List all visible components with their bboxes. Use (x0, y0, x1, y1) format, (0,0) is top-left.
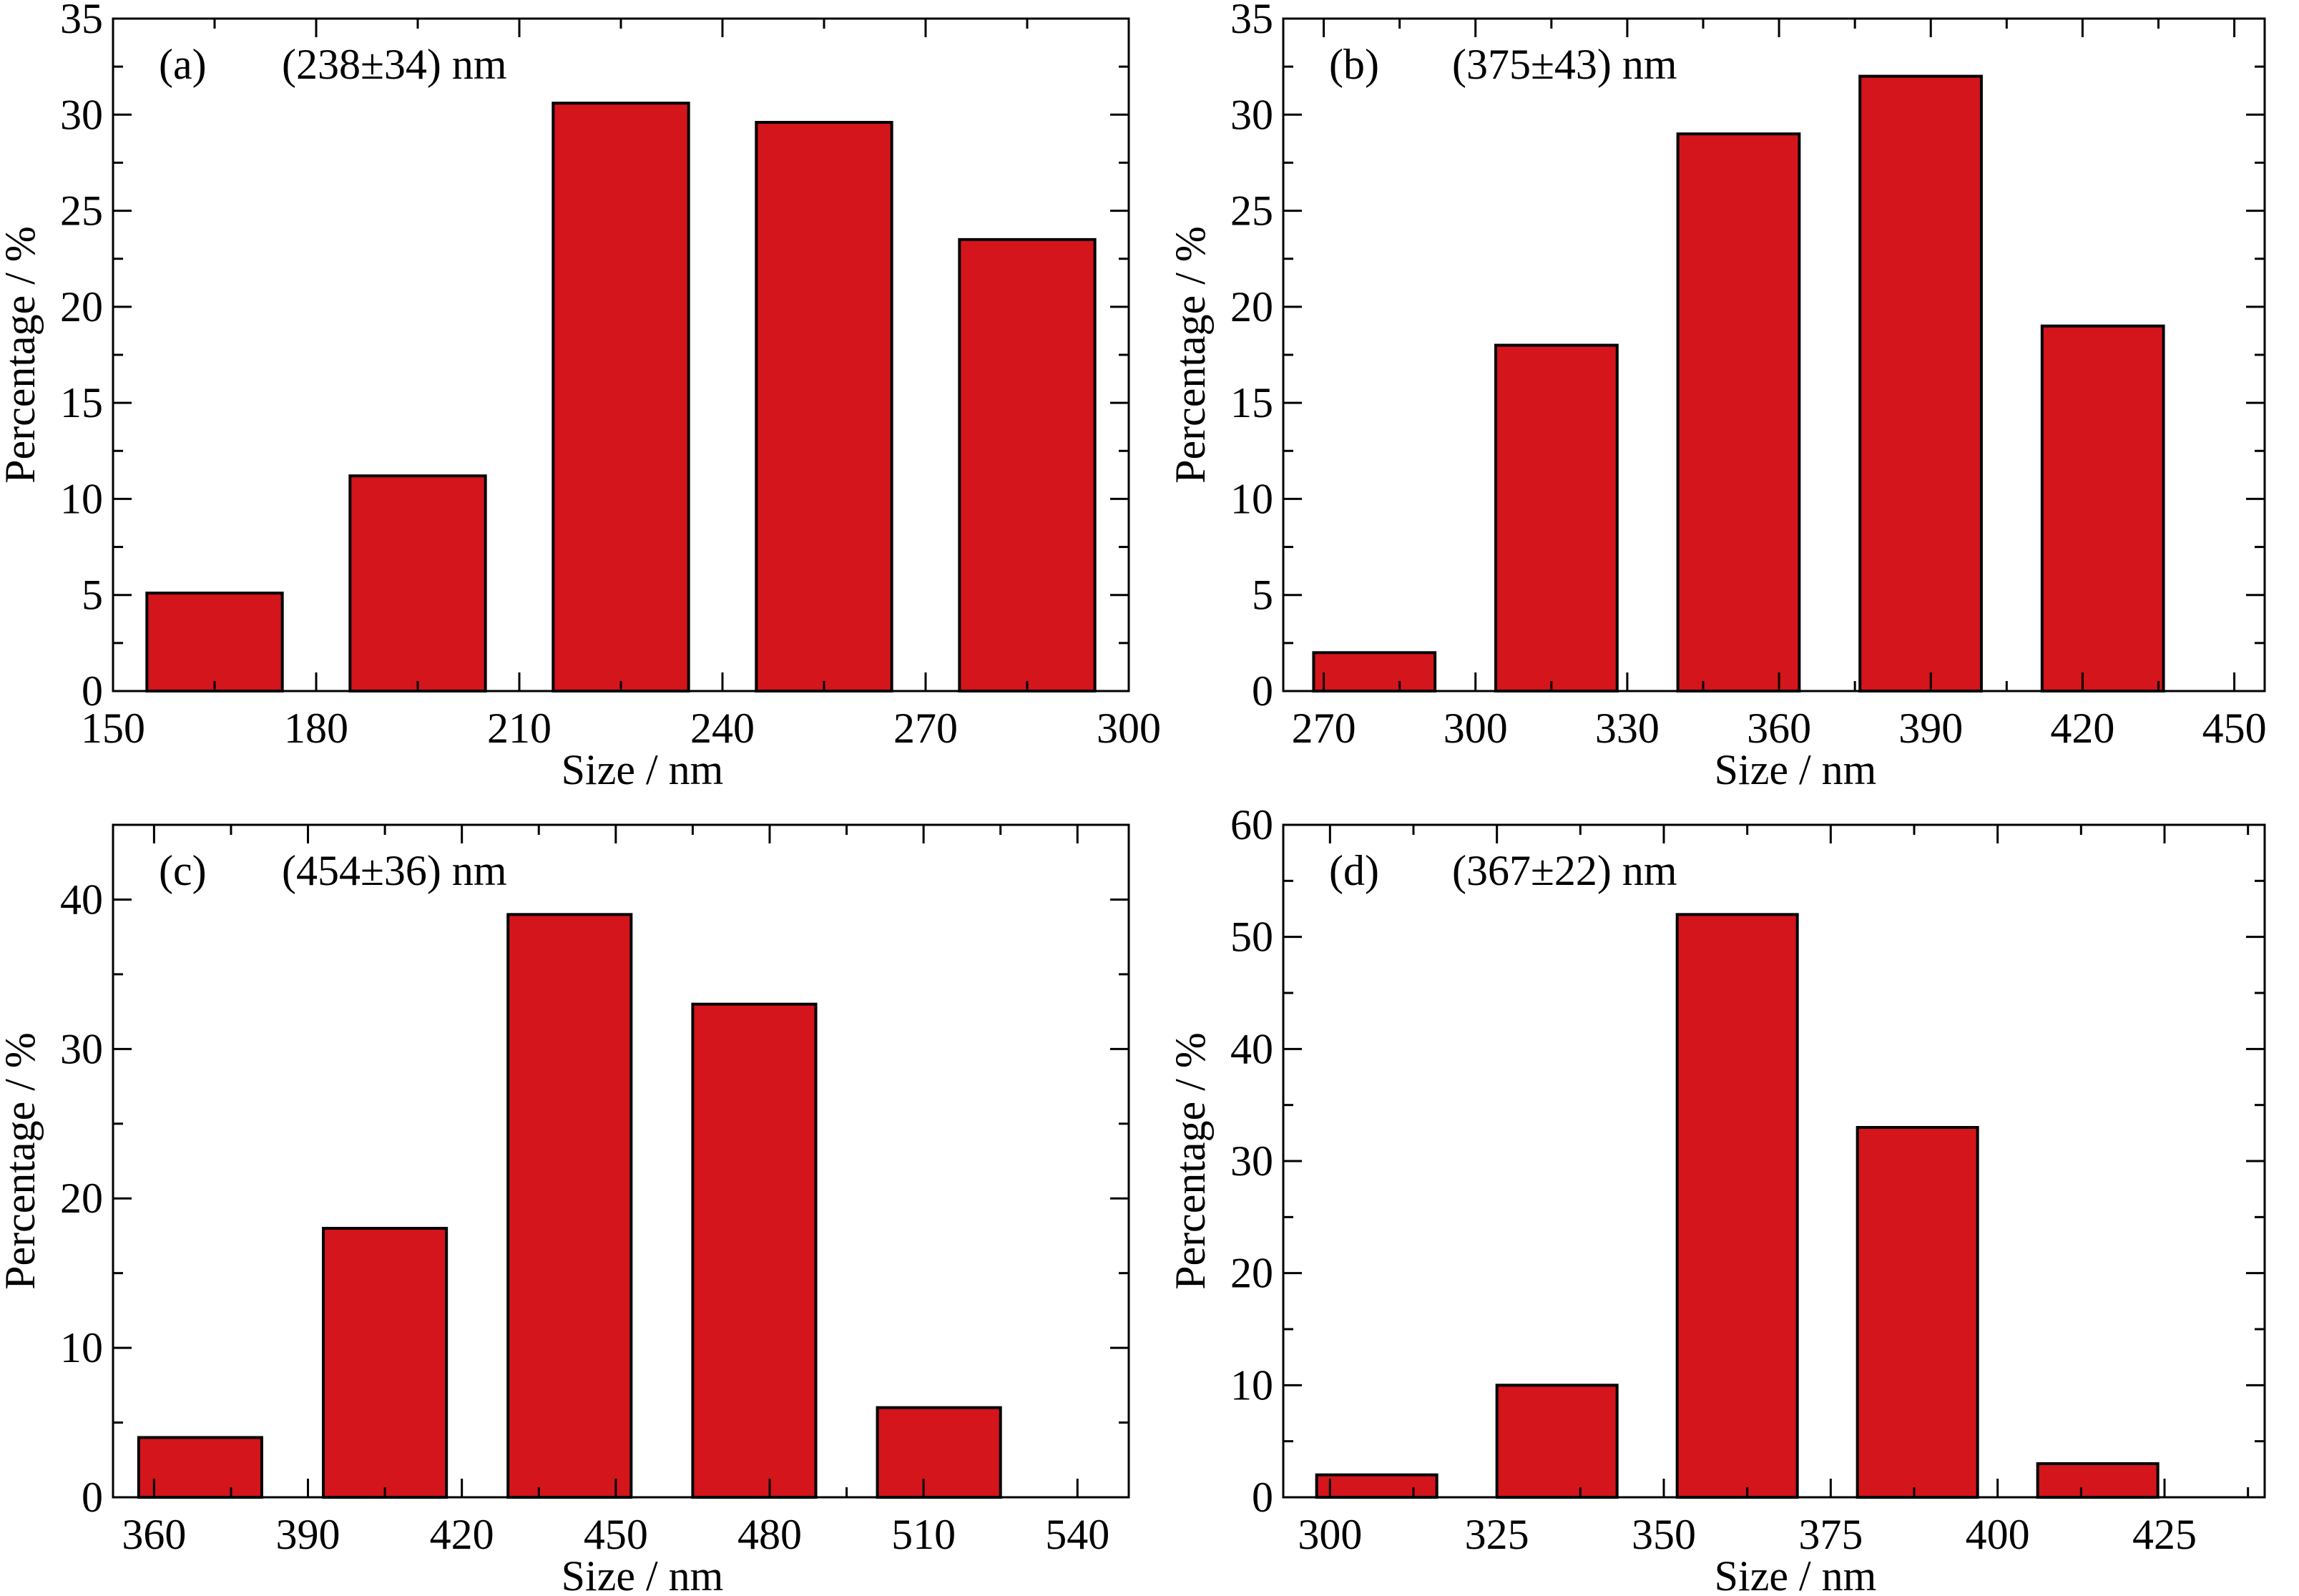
histogram-bar (876, 1406, 1002, 1499)
y-tick-label: 20 (60, 283, 103, 331)
x-axis-title: Size / nm (1715, 1552, 1877, 1596)
mean-size-annotation: (375±43) nm (1452, 41, 1677, 88)
y-tick-label: 0 (1252, 667, 1273, 715)
x-tick-label: 330 (1595, 705, 1660, 752)
y-tick-label: 30 (1230, 1137, 1273, 1185)
y-tick-label: 40 (1230, 1025, 1273, 1072)
panel-label: (d) (1329, 847, 1379, 894)
x-tick-label: 270 (893, 705, 958, 752)
x-tick-label: 180 (284, 705, 348, 752)
panel-label: (a) (159, 41, 207, 88)
x-tick-label: 400 (1966, 1511, 2030, 1558)
y-tick-label: 30 (60, 91, 103, 138)
histogram-bar (1312, 651, 1437, 692)
histogram-bar (691, 1002, 818, 1499)
x-tick-label: 300 (1097, 705, 1161, 752)
y-tick-label: 15 (1230, 379, 1273, 426)
histogram-bar (1856, 1126, 1979, 1499)
mean-size-annotation: (238±34) nm (282, 41, 507, 88)
y-tick-label: 0 (82, 667, 103, 715)
y-tick-label: 50 (1230, 914, 1273, 961)
histogram-bar (145, 592, 284, 692)
y-tick-label: 35 (1230, 0, 1273, 42)
y-tick-label: 5 (1252, 572, 1273, 619)
histogram-bar (2040, 324, 2165, 692)
histogram-bar (755, 121, 893, 692)
y-axis-title: Percentage / % (0, 226, 44, 484)
x-axis-title: Size / nm (562, 1552, 724, 1596)
histogram-panel: 0 10 20 30 40 360 390 420 450 480 510 540 Size / nm P… (0, 823, 1130, 1596)
y-axis-title: Percentage / % (1167, 1032, 1214, 1290)
x-axis-title: Size / nm (1715, 746, 1877, 793)
histogram-bar (322, 1227, 448, 1499)
y-axis-title: Percentage / % (0, 1032, 44, 1290)
histogram-panel: 0 5 10 15 20 25 30 35 270 300 330 360 390 420 450 Size … (1167, 0, 2267, 793)
y-tick-label: 30 (60, 1025, 103, 1072)
y-tick-label: 20 (1230, 283, 1273, 331)
x-tick-label: 390 (276, 1511, 340, 1558)
y-tick-label: 5 (82, 572, 103, 619)
y-axis-title: Percentage / % (1167, 226, 1214, 484)
y-tick-label: 35 (60, 0, 103, 42)
x-tick-label: 350 (1632, 1511, 1696, 1558)
x-tick-label: 300 (1443, 705, 1508, 752)
y-tick-label: 15 (60, 379, 103, 426)
x-axis-title: Size / nm (562, 746, 724, 793)
x-tick-label: 450 (2202, 705, 2267, 752)
histogram-bar (1494, 343, 1619, 692)
y-tick-label: 30 (1230, 91, 1273, 138)
x-tick-label: 270 (1292, 705, 1356, 752)
x-tick-label: 390 (1898, 705, 1963, 752)
mean-size-annotation: (454±36) nm (282, 847, 507, 894)
histogram-panel: 0 10 20 30 40 50 60 300 325 350 375 400 425 Size / nm… (1167, 801, 2266, 1596)
x-tick-label: 300 (1298, 1511, 1362, 1558)
x-tick-label: 540 (1045, 1511, 1109, 1558)
y-tick-label: 40 (60, 876, 103, 923)
y-tick-label: 10 (1230, 475, 1273, 522)
x-tick-label: 240 (690, 705, 755, 752)
x-tick-label: 420 (430, 1511, 494, 1558)
histogram-bar (1676, 132, 1801, 692)
histogram-bar (552, 102, 690, 692)
x-tick-label: 480 (737, 1511, 802, 1558)
y-tick-label: 10 (60, 1324, 103, 1371)
plot-frame (112, 823, 1130, 1499)
x-tick-label: 425 (2132, 1511, 2197, 1558)
panel-label: (c) (159, 847, 207, 894)
y-tick-label: 0 (82, 1474, 103, 1521)
histogram-bar (137, 1436, 263, 1499)
x-tick-label: 360 (122, 1511, 186, 1558)
x-tick-label: 375 (1798, 1511, 1863, 1558)
x-tick-label: 420 (2050, 705, 2114, 752)
histogram-bar (958, 238, 1097, 693)
y-tick-label: 25 (60, 187, 103, 235)
histogram-bar (348, 474, 487, 692)
histogram-bar (1495, 1384, 1619, 1499)
histogram-bar (1858, 74, 1983, 693)
y-tick-label: 10 (60, 475, 103, 522)
y-tick-label: 25 (1230, 187, 1273, 235)
x-tick-label: 450 (584, 1511, 648, 1558)
y-tick-label: 20 (60, 1175, 103, 1222)
x-tick-label: 150 (81, 705, 145, 752)
x-tick-label: 325 (1465, 1511, 1529, 1558)
histogram-bar (1675, 913, 1799, 1499)
y-tick-label: 60 (1230, 801, 1273, 848)
x-tick-label: 510 (891, 1511, 956, 1558)
x-tick-label: 210 (487, 705, 552, 752)
histogram-bar (1315, 1473, 1438, 1499)
x-tick-label: 360 (1747, 705, 1811, 752)
y-tick-label: 0 (1252, 1474, 1273, 1521)
histogram-bar (2036, 1462, 2160, 1499)
y-tick-label: 10 (1230, 1361, 1273, 1409)
histogram-panel: 0 5 10 15 20 25 30 35 150 180 210 240 270 300 Size / n… (0, 0, 1161, 793)
mean-size-annotation: (367±22) nm (1452, 847, 1677, 894)
histogram-bar (506, 913, 633, 1499)
panel-label: (b) (1329, 41, 1379, 88)
y-tick-label: 20 (1230, 1250, 1273, 1297)
